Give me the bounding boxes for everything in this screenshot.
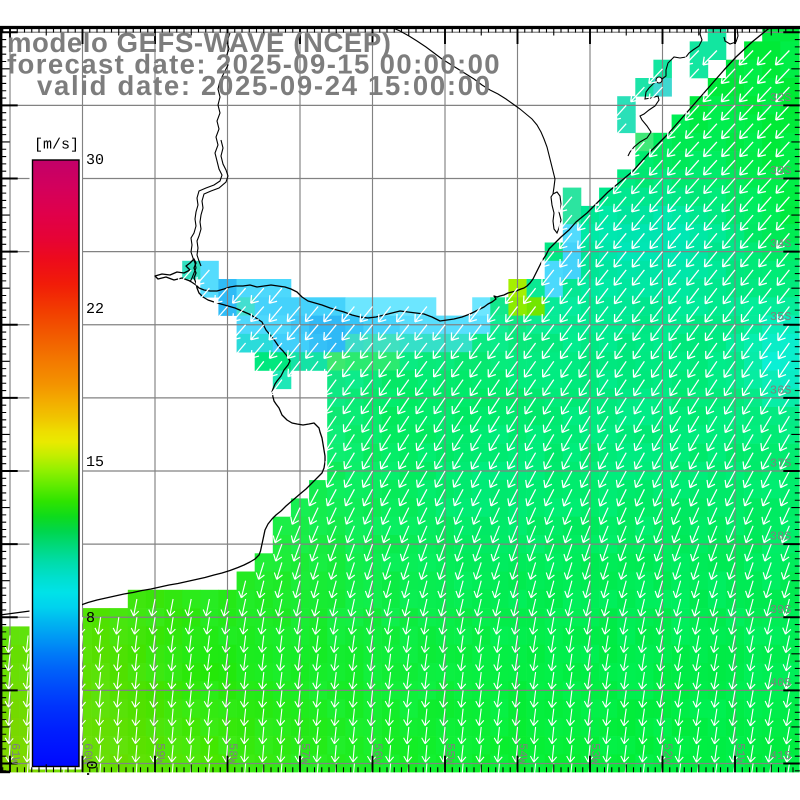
svg-text:40S: 40S — [770, 676, 792, 690]
svg-text:55W: 55W — [443, 743, 457, 765]
svg-text:39S: 39S — [770, 603, 792, 617]
svg-text:57W: 57W — [298, 743, 312, 765]
svg-text:15: 15 — [86, 454, 104, 471]
svg-text:60W: 60W — [81, 743, 95, 765]
svg-text:38S: 38S — [770, 530, 792, 544]
svg-text:8: 8 — [86, 610, 95, 627]
svg-text:35S: 35S — [770, 310, 792, 324]
svg-text:30: 30 — [86, 152, 104, 169]
svg-text:52W: 52W — [661, 743, 675, 765]
svg-text:56W: 56W — [371, 743, 385, 765]
svg-text:51W: 51W — [733, 743, 747, 765]
svg-text:32S: 32S — [770, 91, 792, 105]
svg-text:0.: 0. — [82, 761, 99, 779]
svg-text:53W: 53W — [588, 743, 602, 765]
svg-text:59W: 59W — [153, 743, 167, 765]
svg-text:forecast date: 2025-09-15 00:0: forecast date: 2025-09-15 00:00:00 — [7, 49, 501, 80]
svg-text:33S: 33S — [770, 164, 792, 178]
svg-text:valid date: 2025-09-24 15:00:0: valid date: 2025-09-24 15:00:00 — [37, 70, 492, 101]
svg-text:22: 22 — [86, 301, 104, 318]
svg-text:37S: 37S — [770, 457, 792, 471]
svg-text:34S: 34S — [770, 237, 792, 251]
svg-text:36S: 36S — [770, 383, 792, 397]
svg-text:[m/s]: [m/s] — [34, 137, 79, 154]
svg-text:58W: 58W — [226, 743, 240, 765]
svg-text:54W: 54W — [516, 743, 530, 765]
svg-text:61W: 61W — [8, 743, 22, 765]
svg-text:41S: 41S — [770, 749, 792, 763]
svg-text:modelo GEFS-WAVE (NCEP): modelo GEFS-WAVE (NCEP) — [7, 27, 392, 58]
